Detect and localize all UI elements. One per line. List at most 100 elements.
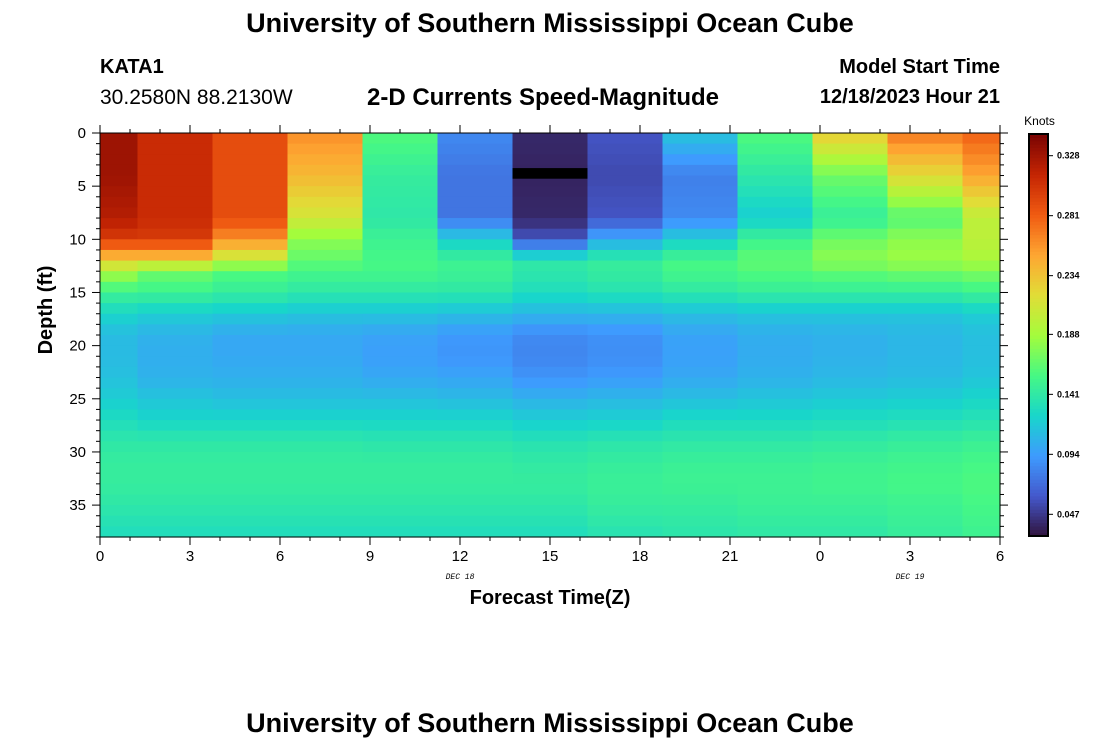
heatmap-cell (962, 483, 1001, 496)
chart-subtitle: 2-D Currents Speed-Magnitude (367, 84, 720, 111)
heatmap-cell (737, 292, 814, 304)
heatmap-cell (662, 186, 739, 198)
heatmap-cell (137, 186, 214, 198)
heatmap-cell (512, 186, 589, 198)
heatmap-cell (137, 366, 214, 379)
heatmap-cell (662, 366, 739, 379)
colorbar-segment (1029, 489, 1048, 494)
heatmap-cell (737, 430, 814, 442)
heatmap-cell (887, 441, 964, 453)
heatmap-cell (287, 441, 364, 453)
heatmap-cell (887, 409, 964, 421)
heatmap-cell (437, 356, 514, 368)
colorbar-segment (1029, 281, 1048, 286)
heatmap-cell (587, 164, 664, 177)
heatmap-cell (812, 186, 889, 198)
colorbar-segment (1029, 331, 1048, 336)
heatmap-cell (587, 515, 664, 527)
heatmap-cell (662, 164, 739, 177)
heatmap-cell (512, 154, 589, 166)
heatmap-cell (287, 324, 364, 336)
heatmap-cell (962, 218, 1001, 230)
heatmap-cell (887, 398, 964, 411)
heatmap-cell (137, 303, 214, 315)
heatmap-cell (812, 133, 889, 145)
heatmap-cell (962, 154, 1001, 166)
heatmap-cell (962, 228, 1001, 240)
heatmap-cell (100, 196, 139, 209)
heatmap-cell (212, 207, 289, 219)
heatmap-cell (437, 420, 514, 432)
colorbar-segment (1029, 345, 1048, 349)
heatmap-cell (362, 271, 439, 283)
heatmap-cell (437, 398, 514, 411)
colorbar-segment (1029, 144, 1048, 148)
colorbar-segment (1029, 381, 1048, 386)
heatmap-cell (287, 292, 364, 304)
heatmap-cell (512, 526, 589, 538)
heatmap-cell (812, 271, 889, 283)
heatmap-cell (137, 133, 214, 145)
heatmap-cell (512, 292, 589, 304)
heatmap-cell (812, 441, 889, 453)
heatmap-cell (812, 483, 889, 496)
colorbar-segment (1029, 137, 1048, 142)
heatmap-cell (962, 473, 1001, 485)
heatmap-cell (662, 143, 739, 155)
heatmap-cell (437, 239, 514, 251)
heatmap-cell (737, 505, 814, 517)
colorbar-segment (1029, 428, 1048, 433)
heatmap-cell (587, 335, 664, 347)
colorbar-segment (1029, 301, 1048, 306)
heatmap-cell (887, 154, 964, 166)
heatmap-cell (737, 324, 814, 336)
heatmap-cell (812, 526, 889, 538)
heatmap-cell (812, 239, 889, 251)
heatmap-cell (587, 175, 664, 187)
heatmap-cell (100, 313, 139, 325)
heatmap-cell (587, 483, 664, 496)
model-start-label: Model Start Time (839, 56, 1000, 78)
heatmap-cell (812, 345, 889, 357)
heatmap-cell (100, 356, 139, 368)
heatmap-cell (362, 207, 439, 219)
x-date-label: DEC 18 (446, 573, 475, 582)
heatmap-cell (287, 260, 364, 272)
heatmap-cell (512, 451, 589, 464)
heatmap-cell (812, 356, 889, 368)
heatmap-cell (137, 164, 214, 177)
heatmap-cell (137, 398, 214, 411)
colorbar-segment (1029, 408, 1048, 413)
heatmap-cell (887, 356, 964, 368)
colorbar-segment (1029, 298, 1048, 303)
colorbar-segment (1029, 134, 1048, 138)
heatmap-cell (587, 196, 664, 209)
heatmap-cell (737, 186, 814, 198)
heatmap-cell (512, 398, 589, 411)
x-tick-label: 6 (996, 548, 1004, 565)
heatmap-cell (812, 260, 889, 272)
colorbar-segment (1029, 294, 1048, 299)
heatmap-cell (212, 239, 289, 251)
heatmap-cell (887, 133, 964, 145)
colorbar-segment (1029, 154, 1048, 159)
heatmap-cell (212, 335, 289, 347)
heatmap-cell (962, 505, 1001, 517)
heatmap-cell (737, 239, 814, 251)
heatmap-cell (362, 420, 439, 432)
heatmap-cell (362, 462, 439, 474)
station-coordinates: 30.2580N 88.2130W (100, 86, 293, 109)
colorbar-segment (1029, 201, 1048, 205)
heatmap-cell (437, 483, 514, 496)
heatmap-cell (962, 366, 1001, 379)
heatmap-cell (212, 218, 289, 230)
heatmap-cell (812, 313, 889, 325)
heatmap-cell (812, 143, 889, 155)
model-start-value: 12/18/2023 Hour 21 (819, 86, 1000, 108)
heatmap-cell (287, 388, 364, 400)
heatmap-cell (287, 451, 364, 464)
heatmap-cell (287, 207, 364, 219)
heatmap-cell (287, 366, 364, 379)
heatmap-cell (212, 154, 289, 166)
heatmap-cell (287, 313, 364, 325)
